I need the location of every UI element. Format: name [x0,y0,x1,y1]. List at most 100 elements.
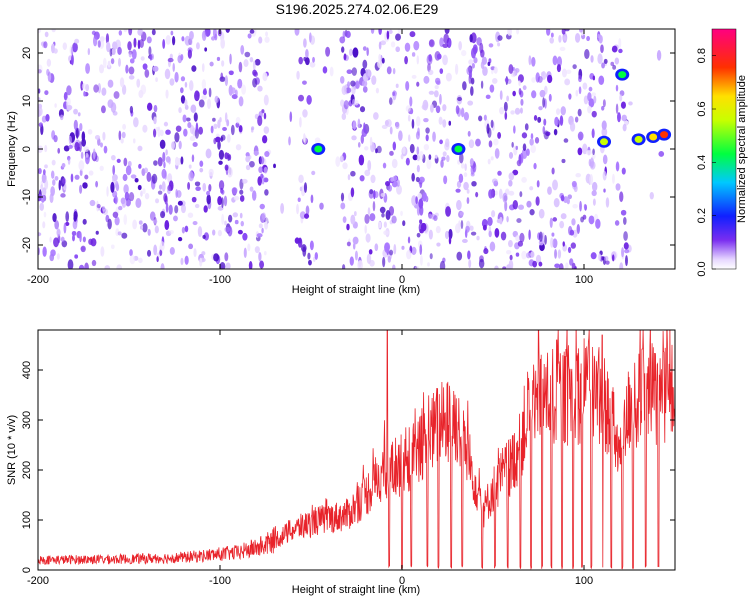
heatmap-cell [475,138,481,147]
heatmap-cell [43,41,48,49]
heatmap-cell [353,211,357,217]
heatmap-cell [556,56,563,67]
heatmap-cell [620,209,627,216]
y-tick-label: 400 [21,361,33,379]
heatmap-cell [358,154,365,166]
heatmap-cell [165,129,171,135]
heatmap-cell [165,89,169,99]
heatmap-cell [463,111,470,121]
heatmap-cell [56,228,61,237]
heatmap-cell [534,137,540,144]
heatmap-cell [90,238,97,247]
heatmap-cell [54,220,60,230]
heatmap-cell [482,66,488,77]
heatmap-cell [100,142,103,148]
heatmap-cell [383,221,387,228]
heatmap-cell [216,56,221,62]
heatmap-cell [502,192,508,203]
heatmap-cell [247,243,251,252]
heatmap-cell [615,103,619,114]
heatmap-cell [131,49,137,60]
heatmap-cell [454,63,459,75]
heatmap-cell [369,189,374,195]
heatmap-cell [182,114,187,123]
heatmap-cell [78,264,85,269]
heatmap-cell [61,163,66,168]
heatmap-cell [439,139,443,145]
heatmap-cell [538,261,543,267]
heatmap-cell [351,85,356,95]
heatmap-cell [443,33,450,45]
heatmap-cell [249,160,255,168]
heatmap-cell [535,196,540,206]
heatmap-cell [314,252,318,260]
heatmap-cell [387,255,392,263]
heatmap-cell [426,54,433,66]
heatmap-cell [63,222,67,234]
heatmap-cell [218,180,225,191]
heatmap-cell [221,60,225,67]
heatmap-cell [436,242,441,247]
heatmap-cell [554,248,557,259]
heatmap-cell [263,250,267,256]
heatmap-cell [530,144,536,154]
heatmap-cell [259,203,265,210]
heatmap-cell [239,189,244,195]
heatmap-cell [429,103,434,113]
heatmap-cell [226,133,231,143]
heatmap-cell [462,238,468,244]
heatmap-cell [488,43,494,48]
heatmap-cell [563,36,567,41]
heatmap-cell [101,105,106,114]
heatmap-cell [489,84,495,93]
heatmap-cell [554,116,559,127]
heatmap-cell [524,123,529,131]
heatmap-cell [411,172,415,182]
heatmap-cell [494,227,500,238]
heatmap-cell [560,106,566,116]
heatmap-cell [238,125,243,133]
heatmap-cell [110,244,115,249]
heatmap-cell [297,237,303,248]
heatmap-cell [104,265,111,269]
heatmap-cell [389,126,393,135]
heatmap-cell [142,63,148,70]
heatmap-cell [102,57,107,69]
heatmap-cell [364,224,367,234]
colorbar: 0.0 0.2 0.4 0.6 0.8 Normalized spectral ampl… [696,28,748,277]
heatmap-cell [264,221,269,230]
heatmap-cell [38,97,41,102]
heatmap-cell [123,214,128,225]
heatmap-cell [112,164,116,176]
heatmap-cell [473,57,478,64]
heatmap-cell [418,150,424,161]
heatmap-cell [137,29,144,36]
heatmap-cell [152,65,159,72]
heatmap-cell [494,190,498,196]
heatmap-cell [479,42,484,54]
heatmap-cell [303,182,308,193]
heatmap-cell [314,137,321,144]
heatmap-cell [559,220,565,229]
heatmap-cell [74,254,79,259]
heatmap-cell [409,31,416,38]
heatmap-cell [173,215,178,222]
heatmap-cell [84,174,89,180]
heatmap-cell [398,130,403,141]
heatmap-cell [189,135,196,142]
heatmap-cell [419,244,423,256]
heatmap-cell [342,264,346,269]
heatmap-cell [487,158,491,165]
heatmap-cell [601,105,605,111]
heatmap-cell [595,218,601,229]
heatmap-cell [506,250,512,255]
heatmap-cell [340,192,345,202]
heatmap-cell [83,146,90,152]
heatmap-cell [389,97,393,105]
heatmap-cell [92,35,98,47]
heatmap-cell [601,62,605,69]
heatmap-cell [481,218,488,228]
heatmap-cell [362,59,368,69]
heatmap-cell [155,77,158,83]
heatmap-cell [67,259,74,269]
